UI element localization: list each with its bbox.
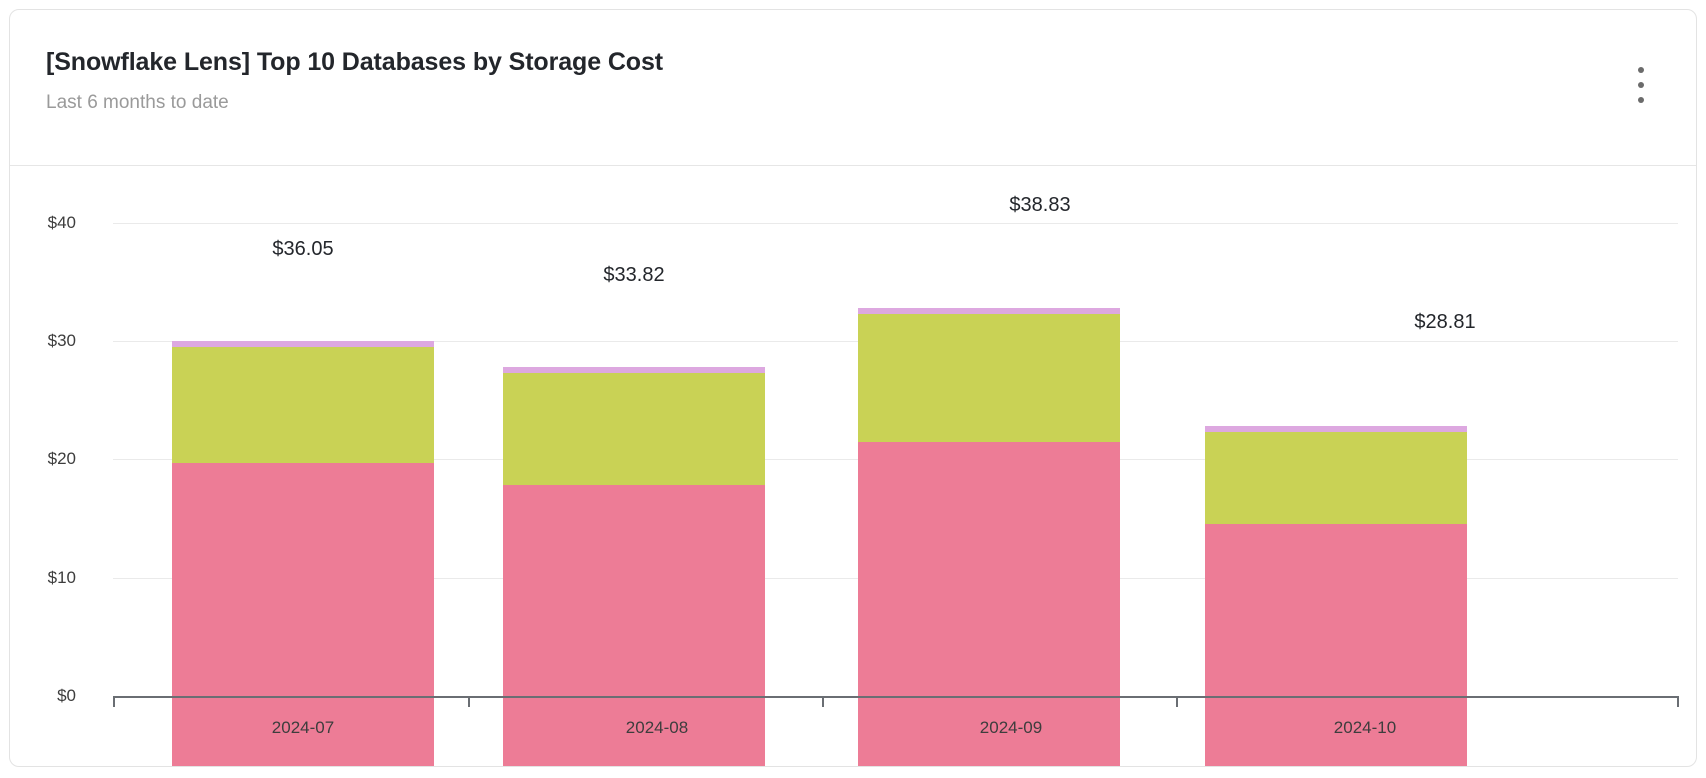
x-axis-line xyxy=(113,696,1678,698)
bar-group-2024-08[interactable] xyxy=(503,237,765,766)
x-axis-tick-4 xyxy=(1677,696,1679,707)
bar-segment-series-3[interactable] xyxy=(172,341,434,347)
bar-segment-series-2[interactable] xyxy=(858,314,1120,442)
kebab-dot-1 xyxy=(1638,67,1644,73)
y-axis-label-20: $20 xyxy=(47,449,76,468)
x-axis-label-2024-08: 2024-08 xyxy=(625,718,689,737)
bar-value-label-2024-07: $36.05 xyxy=(272,238,334,260)
y-axis-label-30: $30 xyxy=(47,331,76,350)
card-header: [Snowflake Lens] Top 10 Databases by Sto… xyxy=(10,10,1696,166)
bar-value-label-2024-09: $38.83 xyxy=(1009,194,1071,216)
x-axis-tick-3 xyxy=(1176,696,1178,707)
x-axis-label-2024-10: 2024-10 xyxy=(1333,718,1397,737)
bar-segment-series-2[interactable] xyxy=(1205,432,1467,524)
page-title: [Snowflake Lens] Top 10 Databases by Sto… xyxy=(46,48,664,76)
bar-segment-series-1[interactable] xyxy=(1205,524,1467,766)
y-axis-label-10: $10 xyxy=(47,568,76,587)
bar-segment-series-1[interactable] xyxy=(172,463,434,766)
x-axis-label-2024-09: 2024-09 xyxy=(979,718,1043,737)
bar-value-label-2024-10: $28.81 xyxy=(1414,311,1476,333)
bar-value-label-2024-08: $33.82 xyxy=(603,264,665,286)
x-axis-tick-0 xyxy=(113,696,115,707)
y-axis-label-0: $0 xyxy=(57,686,76,705)
kebab-dot-3 xyxy=(1638,97,1644,103)
bar-segment-series-2[interactable] xyxy=(172,347,434,463)
x-axis-label-2024-07: 2024-07 xyxy=(271,718,335,737)
bar-segment-series-2[interactable] xyxy=(503,373,765,485)
bar-segment-series-3[interactable] xyxy=(858,308,1120,314)
gridline-40 xyxy=(113,223,1678,224)
kebab-dot-2 xyxy=(1638,82,1644,88)
kebab-menu-icon[interactable] xyxy=(1628,65,1654,105)
card-subtitle: Last 6 months to date xyxy=(46,92,229,113)
bar-segment-series-1[interactable] xyxy=(858,442,1120,766)
y-axis-label-40: $40 xyxy=(47,213,76,232)
x-axis-tick-2 xyxy=(822,696,824,707)
bar-segment-series-3[interactable] xyxy=(503,367,765,373)
bar-segment-series-3[interactable] xyxy=(1205,426,1467,432)
chart-plot-area: $40 $30 $20 $10 $0 $36.05 $33.82 $38 xyxy=(10,166,1696,766)
bar-group-2024-10[interactable] xyxy=(1205,237,1467,766)
chart-card: [Snowflake Lens] Top 10 Databases by Sto… xyxy=(9,9,1697,767)
bar-group-2024-09[interactable] xyxy=(858,237,1120,766)
bar-group-2024-07[interactable] xyxy=(172,237,434,766)
bar-segment-series-1[interactable] xyxy=(503,485,765,766)
x-axis-tick-1 xyxy=(468,696,470,707)
